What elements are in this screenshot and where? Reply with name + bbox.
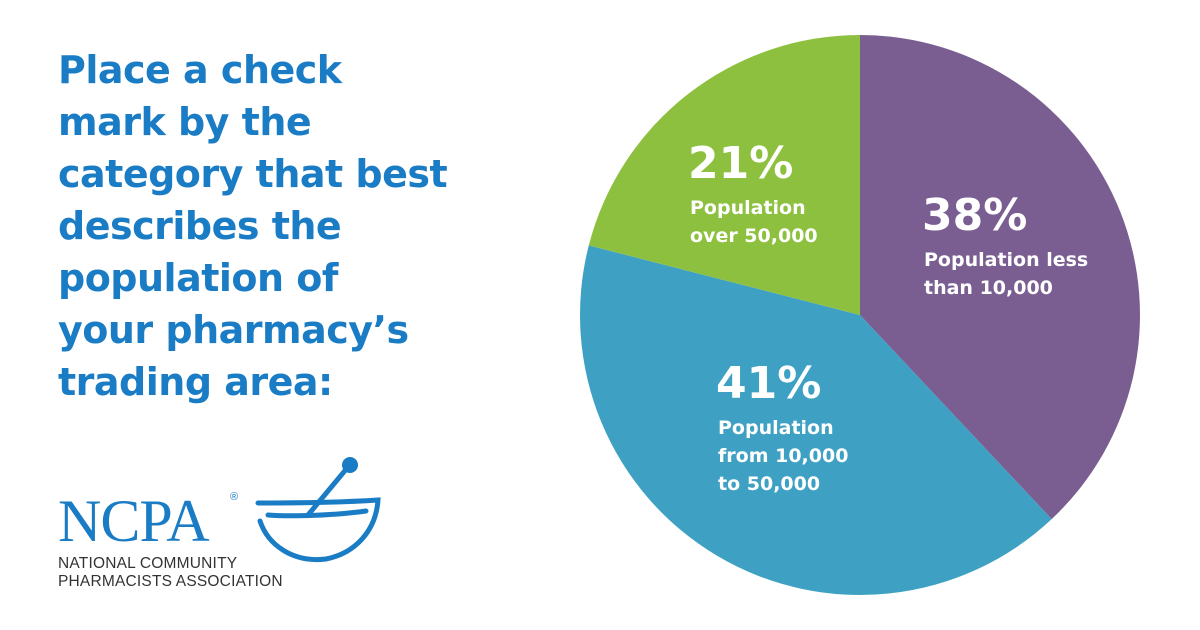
slice-category-label: Population [690, 197, 806, 219]
slice-category-label: over 50,000 [690, 225, 818, 247]
headline-line: trading area: [58, 360, 333, 404]
registered-mark: ® [230, 491, 239, 503]
pie-slice [860, 35, 1140, 520]
headline-line: describes the [58, 204, 342, 248]
headline: Place a check mark by the category that … [58, 44, 528, 408]
slice-value-label: 21% [688, 138, 793, 189]
slice-value-label: 41% [716, 358, 821, 409]
slice-category-label: Population [718, 417, 834, 439]
slice-category-label: to 50,000 [718, 473, 820, 495]
headline-line: category that best [58, 152, 448, 196]
logo-line-2: PHARMACISTS ASSOCIATION [58, 573, 283, 590]
logo-wordmark: NCPA [58, 488, 210, 554]
logo-line-1: NATIONAL COMMUNITY [58, 555, 238, 572]
headline-line: population of [58, 256, 338, 300]
slice-category-label: than 10,000 [924, 277, 1053, 299]
pie-slice [580, 245, 1052, 595]
headline-line: Place a check [58, 48, 342, 92]
ncpa-logo: NCPA ® NATIONAL COMMUNITY PHARMACISTS AS… [58, 455, 381, 595]
mortar-pestle-icon [255, 457, 381, 563]
slice-category-label: Population less [924, 249, 1088, 271]
headline-line: your pharmacy’s [58, 308, 409, 352]
pie-slice [588, 35, 860, 315]
slice-value-label: 38% [922, 190, 1027, 241]
pestle-head [342, 457, 358, 473]
headline-line: mark by the [58, 100, 312, 144]
slice-category-label: from 10,000 [718, 445, 848, 467]
